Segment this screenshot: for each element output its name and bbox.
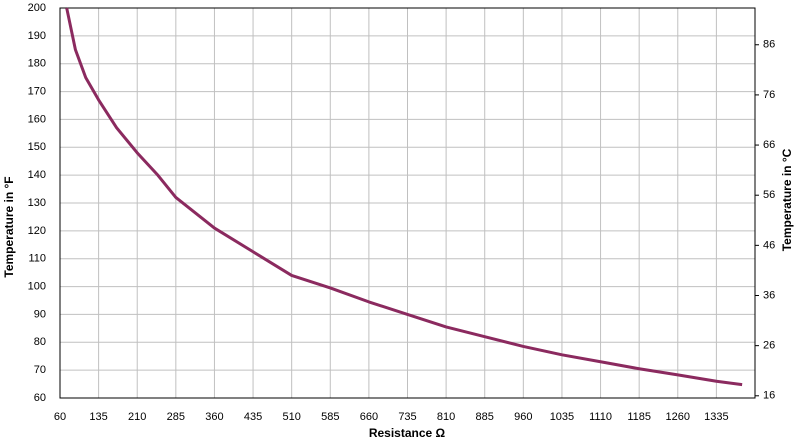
x-tick-label: 510 [282,411,300,423]
x-tick-label: 135 [89,411,107,423]
x-tick-label: 885 [476,411,494,423]
y2-tick-label: 26 [763,340,775,352]
y-tick-label: 130 [28,197,46,209]
x-tick-label: 660 [360,411,378,423]
y-tick-label: 180 [28,58,46,70]
y-tick-label: 100 [28,280,46,292]
x-tick-label: 360 [205,411,223,423]
x-tick-label: 1260 [666,411,690,423]
y-tick-label: 70 [34,364,46,376]
y-tick-label: 110 [28,253,46,265]
y-tick-label: 140 [28,169,46,181]
x-tick-label: 1335 [704,411,728,423]
x-tick-label: 585 [321,411,339,423]
y-axis-title: Temperature in °F [2,176,16,277]
x-tick-label: 1110 [589,411,612,423]
y-tick-label: 160 [28,113,46,125]
y2-tick-label: 86 [763,39,775,51]
x-tick-label: 435 [244,411,262,423]
y-tick-label: 90 [34,308,46,320]
x-tick-label: 1035 [550,411,574,423]
x-tick-label: 60 [54,411,66,423]
y2-tick-label: 46 [763,239,775,251]
y-tick-label: 170 [28,85,46,97]
x-tick-label: 1185 [627,411,651,423]
x-tick-label: 810 [437,411,455,423]
y-tick-label: 60 [34,392,46,404]
y2-axis-title: Temperature in °C [780,148,794,251]
y2-tick-label: 66 [763,139,775,151]
x-tick-label: 735 [398,411,416,423]
y2-tick-label: 36 [763,289,775,301]
y2-tick-label: 76 [763,89,775,101]
x-axis-title: Resistance Ω [369,426,446,440]
y-tick-label: 190 [28,30,46,42]
x-tick-label: 285 [167,411,185,423]
y-tick-label: 80 [34,336,46,348]
plot-frame [59,7,756,399]
y2-tick-label: 56 [763,189,775,201]
y-tick-label: 120 [28,225,46,237]
data-line [65,7,743,387]
x-tick-label: 210 [128,411,146,423]
y-tick-label: 150 [28,141,46,153]
y2-tick-label: 16 [763,390,775,402]
y-tick-label: 200 [28,2,46,14]
x-tick-label: 960 [514,411,532,423]
